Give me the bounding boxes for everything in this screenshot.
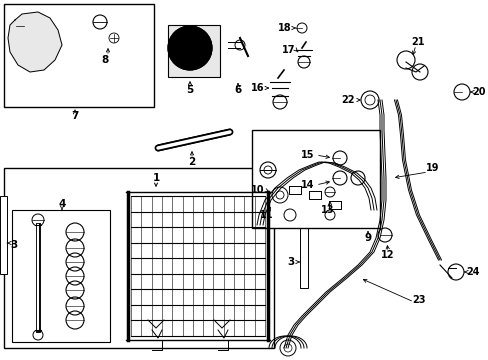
- Circle shape: [177, 35, 203, 61]
- Text: 23: 23: [411, 295, 425, 305]
- Bar: [12, 210, 110, 342]
- Text: 6: 6: [234, 85, 241, 95]
- Bar: [0, 196, 7, 274]
- Circle shape: [32, 38, 40, 46]
- Bar: [299, 228, 307, 288]
- Text: 15: 15: [300, 150, 313, 160]
- Text: 9: 9: [364, 233, 371, 243]
- Text: 17: 17: [281, 45, 294, 55]
- Circle shape: [26, 32, 46, 52]
- Text: 1: 1: [152, 173, 159, 183]
- Bar: [251, 130, 379, 228]
- Circle shape: [18, 24, 54, 60]
- Text: 24: 24: [465, 267, 479, 277]
- Bar: [4, 168, 273, 348]
- Text: 3: 3: [10, 240, 17, 250]
- Text: 3: 3: [287, 257, 294, 267]
- Text: 4: 4: [58, 199, 65, 209]
- Circle shape: [185, 44, 194, 52]
- Text: 21: 21: [410, 37, 424, 47]
- Text: 8: 8: [101, 55, 108, 65]
- Text: 12: 12: [381, 250, 394, 260]
- Text: 13: 13: [321, 205, 334, 215]
- Circle shape: [168, 26, 212, 70]
- Polygon shape: [8, 12, 62, 72]
- Text: 11: 11: [260, 210, 273, 220]
- Text: 14: 14: [300, 180, 313, 190]
- Text: 20: 20: [471, 87, 485, 97]
- Text: 2: 2: [188, 157, 195, 167]
- Text: 18: 18: [278, 23, 291, 33]
- Text: 22: 22: [341, 95, 354, 105]
- Text: 10: 10: [250, 185, 264, 195]
- Bar: [4, 4, 154, 107]
- Bar: [168, 25, 220, 77]
- Text: 16: 16: [250, 83, 264, 93]
- Text: 19: 19: [425, 163, 439, 173]
- Text: 5: 5: [186, 85, 193, 95]
- Text: 7: 7: [71, 111, 79, 121]
